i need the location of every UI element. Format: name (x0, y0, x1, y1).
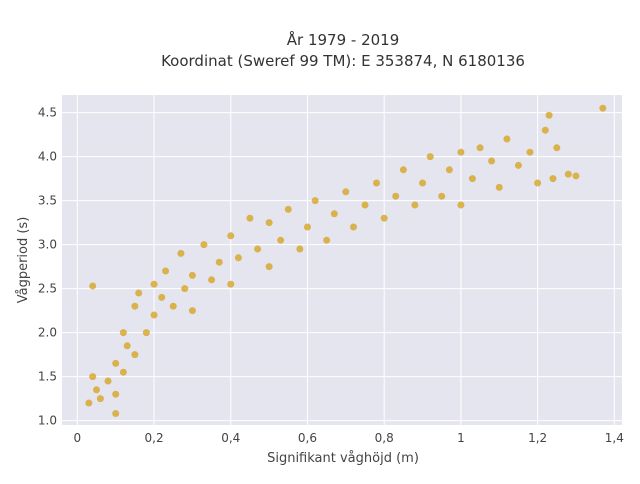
x-tick-label: 0 (74, 431, 82, 445)
data-point (93, 386, 101, 394)
data-point (330, 210, 338, 218)
y-tick-label: 4.5 (38, 106, 57, 120)
data-point (215, 258, 223, 266)
data-point (495, 183, 503, 191)
data-point (135, 289, 143, 297)
data-point (553, 144, 561, 152)
x-tick-label: 1,2 (528, 431, 547, 445)
x-tick-label: 1 (457, 431, 465, 445)
data-point (119, 368, 127, 376)
data-point (177, 249, 185, 257)
data-point (277, 236, 285, 244)
data-point (188, 307, 196, 315)
data-point (572, 172, 580, 180)
data-point (119, 329, 127, 337)
data-point (227, 280, 235, 288)
data-point (89, 282, 97, 290)
grid-lines (62, 95, 622, 425)
x-tick-label: 0,8 (375, 431, 394, 445)
data-point (104, 377, 112, 385)
data-point (150, 311, 158, 319)
data-point (112, 410, 120, 418)
y-tick-label: 1.0 (38, 414, 57, 428)
data-point (350, 223, 358, 231)
y-axis-ticks: 1.0 1.5 2.0 2.5 3.0 3.5 4.0 4.5 (38, 106, 57, 428)
data-point (181, 285, 189, 293)
x-axis-ticks: 0 0,2 0,4 0,6 0,8 1 1,2 1,4 (74, 431, 624, 445)
data-point (564, 170, 572, 178)
data-points (85, 104, 607, 418)
x-tick-label: 1,4 (605, 431, 624, 445)
data-point (399, 166, 407, 174)
data-point (234, 254, 242, 262)
data-point (468, 175, 476, 183)
x-tick-label: 0,2 (145, 431, 164, 445)
data-point (208, 276, 216, 284)
data-point (169, 302, 177, 310)
data-point (200, 241, 208, 249)
x-tick-label: 0,4 (221, 431, 240, 445)
data-point (514, 161, 522, 169)
data-point (265, 263, 273, 271)
data-point (158, 293, 166, 301)
data-point (131, 351, 139, 359)
chart-title-line-1: År 1979 - 2019 (287, 30, 400, 49)
data-point (438, 192, 446, 200)
data-point (303, 223, 311, 231)
data-point (323, 236, 331, 244)
data-point (457, 148, 465, 156)
data-point (142, 329, 150, 337)
data-point (534, 179, 542, 187)
data-point (380, 214, 388, 222)
y-tick-label: 1.5 (38, 370, 57, 384)
x-tick-label: 0,6 (298, 431, 317, 445)
data-point (150, 280, 158, 288)
data-point (123, 342, 131, 350)
data-point (549, 175, 557, 183)
data-point (545, 111, 553, 119)
data-point (392, 192, 400, 200)
data-point (342, 188, 350, 196)
data-point (419, 179, 427, 187)
y-tick-label: 2.5 (38, 282, 57, 296)
data-point (361, 201, 369, 209)
data-point (112, 390, 120, 398)
data-point (96, 395, 104, 403)
x-axis-title: Signifikant våghöjd (m) (267, 451, 419, 466)
data-point (476, 144, 484, 152)
data-point (188, 271, 196, 279)
data-point (311, 197, 319, 205)
data-point (284, 205, 292, 213)
data-point (411, 201, 419, 209)
data-point (526, 148, 534, 156)
data-point (85, 399, 93, 407)
data-point (227, 232, 235, 240)
data-point (89, 373, 97, 381)
data-point (265, 219, 273, 227)
y-tick-label: 3.5 (38, 194, 57, 208)
data-point (445, 166, 453, 174)
y-tick-label: 4.0 (38, 150, 57, 164)
data-point (599, 104, 607, 112)
data-point (488, 157, 496, 165)
data-point (162, 267, 170, 275)
data-point (254, 245, 262, 253)
y-tick-label: 2.0 (38, 326, 57, 340)
y-tick-label: 3.0 (38, 238, 57, 252)
data-point (541, 126, 549, 134)
data-point (373, 179, 381, 187)
data-point (457, 201, 465, 209)
data-point (503, 135, 511, 143)
data-point (426, 153, 434, 161)
data-point (246, 214, 254, 222)
data-point (112, 359, 120, 367)
y-axis-title: Vågperiod (s) (16, 217, 31, 304)
data-point (131, 302, 139, 310)
chart-title-line-2: Koordinat (Sweref 99 TM): E 353874, N 61… (161, 52, 525, 70)
data-point (296, 245, 304, 253)
